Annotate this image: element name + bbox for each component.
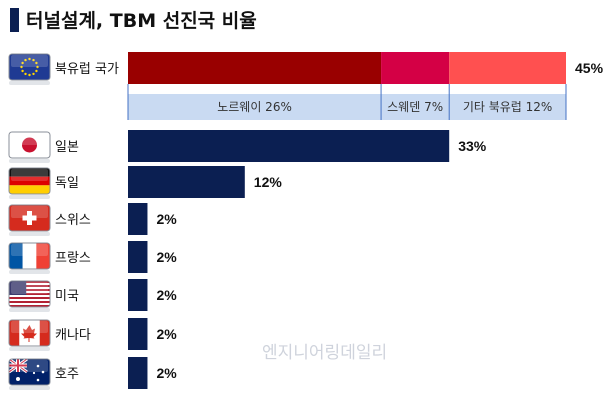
category-label: 미국 — [55, 289, 79, 304]
bar — [128, 241, 148, 273]
value-label: 2% — [156, 365, 177, 381]
stacked-segment-bar — [381, 52, 450, 84]
bar — [128, 166, 245, 198]
category-label: 프랑스 — [55, 251, 91, 266]
bar — [128, 318, 148, 350]
usa-flag-icon — [8, 280, 51, 312]
canada-flag-icon — [8, 319, 51, 351]
value-label: 2% — [156, 249, 177, 265]
category-label: 호주 — [55, 367, 79, 382]
category-label: 일본 — [55, 140, 79, 155]
value-label: 33% — [458, 138, 487, 154]
segment-label: 노르웨이 26% — [217, 100, 292, 114]
eu-flag-icon — [8, 53, 51, 85]
stacked-segment-bar — [449, 52, 566, 84]
value-label: 2% — [156, 287, 177, 303]
segment-label: 기타 북유럽 12% — [463, 100, 553, 114]
value-label: 12% — [254, 174, 283, 190]
switzerland-flag-icon — [8, 204, 51, 236]
bar — [128, 357, 148, 389]
segment-breakdown-band — [128, 94, 566, 120]
value-label: 45% — [575, 60, 604, 76]
japan-flag-icon — [8, 131, 51, 163]
france-flag-icon — [8, 242, 51, 274]
stacked-segment-bar — [128, 52, 382, 84]
value-label: 2% — [156, 326, 177, 342]
germany-flag-icon — [8, 167, 51, 199]
category-label: 캐나다 — [55, 328, 91, 343]
segment-label: 스웨덴 7% — [387, 100, 443, 114]
bar — [128, 203, 148, 235]
category-label: 북유럽 국가 — [55, 62, 119, 77]
category-label: 독일 — [55, 176, 79, 191]
chart-title: 터널설계, TBM 선진국 비율 — [26, 10, 257, 32]
watermark: 엔지니어링데일리 — [262, 343, 388, 363]
value-label: 2% — [156, 211, 177, 227]
category-label: 스위스 — [55, 213, 91, 228]
bar — [128, 279, 148, 311]
bar — [128, 130, 450, 162]
australia-flag-icon — [8, 358, 51, 390]
title-marker — [10, 8, 19, 32]
